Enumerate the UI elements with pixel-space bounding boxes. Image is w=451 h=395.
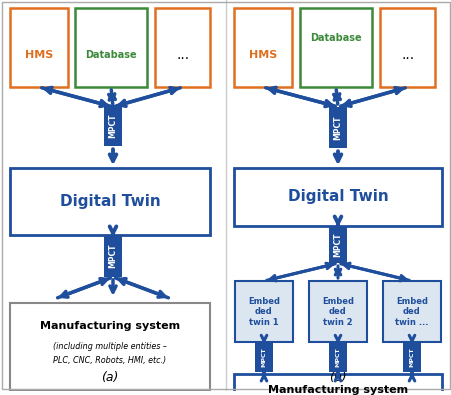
Bar [104,235,122,277]
Bar [10,168,210,235]
Text: (including multiple entities –: (including multiple entities – [53,342,166,351]
Text: HMS: HMS [249,51,276,60]
Text: Database: Database [309,33,361,43]
Bar [235,281,292,342]
Bar [234,374,441,395]
Text: Manufacturing system: Manufacturing system [267,385,407,395]
Text: Digital Twin: Digital Twin [60,194,160,209]
Text: ...: ... [176,49,189,62]
Text: MPCT: MPCT [333,232,342,257]
Text: Embed
ded
twin ...: Embed ded twin ... [394,297,428,327]
Bar [308,281,366,342]
Bar [254,342,272,372]
Text: ...: ... [400,49,414,62]
Text: Manufacturing system: Manufacturing system [40,322,179,331]
Bar [104,105,122,147]
Bar [402,342,420,372]
Text: MPCT: MPCT [261,347,266,367]
Text: MPCT: MPCT [108,113,117,138]
Bar [10,8,68,87]
Bar [75,8,147,87]
Bar [328,107,346,149]
Text: PLC, CNC, Robots, HMI, etc.): PLC, CNC, Robots, HMI, etc.) [53,356,166,365]
Bar [328,226,346,263]
Text: Embed
ded
twin 1: Embed ded twin 1 [248,297,279,327]
Bar [299,8,371,87]
Text: Digital Twin: Digital Twin [287,189,387,204]
Bar [155,8,210,87]
Text: Database: Database [85,51,137,60]
Bar [10,303,210,390]
Text: (b): (b) [328,371,346,384]
Bar [382,281,440,342]
Text: HMS: HMS [25,51,53,60]
Text: Embed
ded
twin 2: Embed ded twin 2 [321,297,353,327]
Text: MPCT: MPCT [409,347,414,367]
Bar [234,8,291,87]
Text: MPCT: MPCT [335,347,340,367]
Text: (a): (a) [101,371,119,384]
Text: MPCT: MPCT [333,115,342,140]
Text: MPCT: MPCT [108,244,117,269]
Bar [379,8,434,87]
Bar [234,168,441,226]
Bar [328,342,346,372]
